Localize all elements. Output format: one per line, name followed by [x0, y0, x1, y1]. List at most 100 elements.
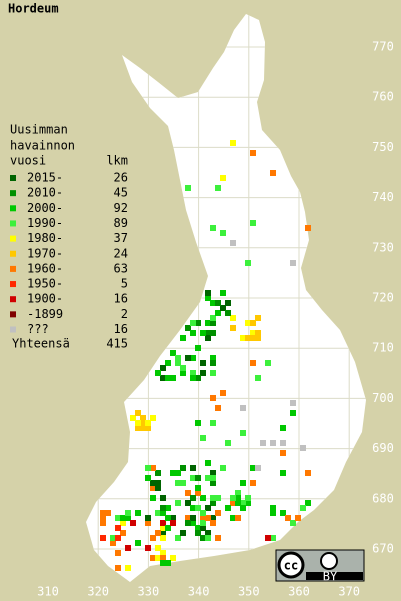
observation-square: [245, 320, 251, 326]
y-axis-label: 670: [372, 542, 394, 556]
observation-square: [135, 425, 141, 431]
legend-label: 1900-: [27, 292, 63, 306]
legend-label: 1970-: [27, 246, 63, 260]
observation-square: [240, 500, 246, 506]
license-badge: cc BY: [275, 549, 365, 584]
observation-square: [190, 495, 196, 501]
x-axis-label: 350: [238, 585, 260, 599]
observation-square: [280, 510, 286, 516]
observation-square: [210, 300, 216, 306]
observation-square: [210, 520, 216, 526]
observation-square: [210, 515, 216, 521]
observation-square: [225, 300, 231, 306]
observation-square: [305, 470, 311, 476]
observation-square: [205, 515, 211, 521]
observation-square: [220, 390, 226, 396]
observation-square: [245, 335, 251, 341]
observation-square: [190, 515, 196, 521]
observation-square: [195, 485, 201, 491]
y-axis-label: 720: [372, 291, 394, 305]
legend-swatch: [10, 220, 16, 227]
observation-square: [160, 560, 166, 566]
observation-square: [245, 495, 251, 501]
observation-square: [170, 515, 176, 521]
observation-square: [155, 510, 161, 516]
observation-square: [170, 350, 176, 356]
legend-count: 26: [114, 171, 128, 185]
observation-square: [255, 330, 261, 336]
observation-square: [215, 405, 221, 411]
observation-square: [250, 465, 256, 471]
observation-square: [155, 470, 161, 476]
observation-square: [135, 410, 141, 416]
observation-square: [270, 440, 276, 446]
legend-swatch: [10, 235, 16, 242]
observation-square: [215, 495, 221, 501]
legend-label: ???: [27, 322, 49, 336]
observation-square: [210, 500, 216, 506]
observation-square: [185, 500, 191, 506]
y-axis-label: 750: [372, 140, 394, 154]
legend-count-heading: lkm: [106, 154, 128, 168]
observation-square: [205, 290, 211, 296]
observation-square: [185, 325, 191, 331]
observation-square: [125, 510, 131, 516]
observation-square: [195, 320, 201, 326]
observation-square: [180, 365, 186, 371]
observation-square: [235, 490, 241, 496]
observation-square: [185, 490, 191, 496]
observation-square: [190, 320, 196, 326]
title: Hordeum: [8, 2, 59, 16]
observation-square: [255, 465, 261, 471]
observation-square: [270, 505, 276, 511]
observation-square: [240, 335, 246, 341]
observation-square: [100, 520, 106, 526]
observation-square: [125, 545, 131, 551]
legend-heading: vuosi: [10, 154, 46, 168]
observation-square: [240, 405, 246, 411]
observation-square: [250, 220, 256, 226]
observation-square: [230, 140, 236, 146]
observation-square: [220, 230, 226, 236]
observation-square: [200, 435, 206, 441]
observation-square: [190, 355, 196, 361]
observation-square: [200, 495, 206, 501]
observation-square: [165, 515, 171, 521]
observation-square: [220, 175, 226, 181]
observation-square: [190, 465, 196, 471]
observation-square: [290, 410, 296, 416]
observation-square: [250, 360, 256, 366]
x-axis-label: 360: [288, 585, 310, 599]
observation-square: [180, 480, 186, 486]
observation-square: [185, 520, 191, 526]
observation-square: [170, 470, 176, 476]
y-axis-label: 740: [372, 190, 394, 204]
observation-square: [205, 535, 211, 541]
observation-square: [305, 225, 311, 231]
observation-square: [245, 500, 251, 506]
observation-square: [105, 510, 111, 516]
observation-square: [195, 375, 201, 381]
observation-square: [115, 550, 121, 556]
observation-square: [230, 240, 236, 246]
observation-square: [280, 440, 286, 446]
observation-square: [110, 535, 116, 541]
observation-square: [205, 335, 211, 341]
observation-square: [150, 485, 156, 491]
cc-icon: [277, 551, 305, 579]
legend-label: 2000-: [27, 201, 63, 215]
observation-square: [205, 505, 211, 511]
legend-label: -1899: [27, 307, 63, 321]
observation-square: [140, 415, 146, 421]
observation-square: [140, 420, 146, 426]
x-axis-label: 370: [338, 585, 360, 599]
legend-label: 1960-: [27, 261, 63, 275]
observation-square: [145, 420, 151, 426]
observation-square: [210, 395, 216, 401]
observation-square: [200, 525, 206, 531]
observation-square: [175, 500, 181, 506]
observation-square: [175, 480, 181, 486]
observation-square: [220, 305, 226, 311]
observations: [100, 140, 311, 571]
